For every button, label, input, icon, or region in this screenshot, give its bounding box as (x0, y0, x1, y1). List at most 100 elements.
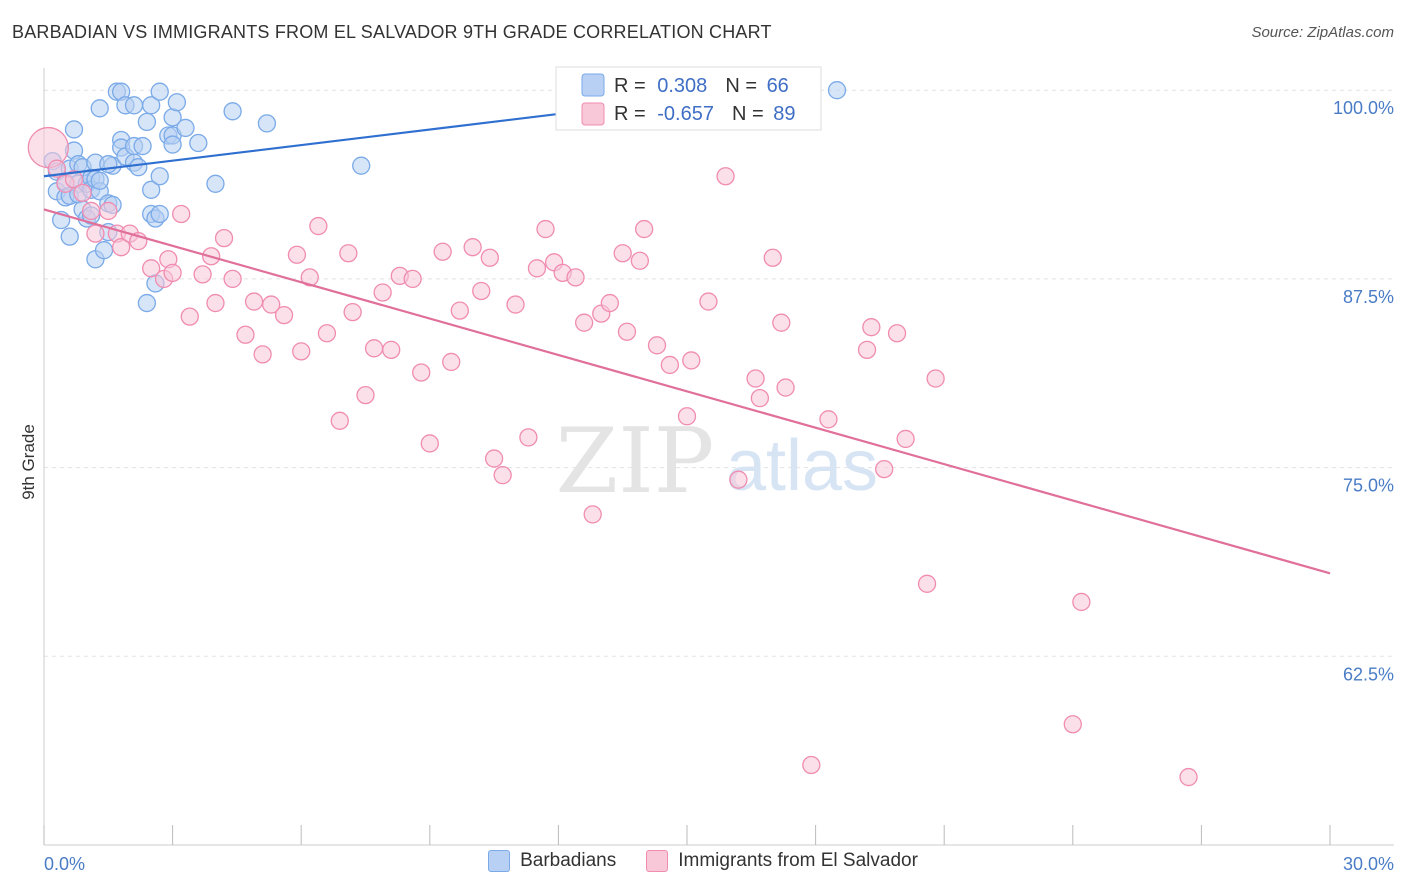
point-1-16 (172, 204, 191, 224)
correlation-legend: R = 0.308 N = 66 R = -0.657 N = 89 (555, 66, 822, 131)
point-1-80 (819, 410, 838, 429)
point-1-3 (64, 170, 84, 189)
point-1-7 (99, 201, 118, 221)
point-0-9 (64, 120, 84, 139)
legend-label-barbadians: Barbadians (520, 850, 617, 871)
point-1-78 (776, 378, 795, 397)
point-1-59 (574, 313, 594, 332)
point-1-12 (142, 259, 161, 278)
point-1-42 (412, 363, 431, 382)
point-1-48 (472, 281, 491, 301)
point-1-89 (1072, 592, 1091, 612)
point-1-65 (630, 251, 649, 270)
point-1-68 (660, 355, 680, 375)
point-1-31 (309, 216, 328, 236)
point-1-83 (875, 459, 894, 479)
legend-swatch-barbadians (581, 73, 605, 97)
point-1-28 (287, 245, 307, 264)
point-1-79 (802, 755, 821, 775)
point-1-58 (566, 268, 585, 287)
point-1-27 (274, 305, 294, 325)
legend-swatch-el-salvador (581, 102, 605, 126)
point-1-81 (857, 340, 877, 359)
point-1-87 (926, 369, 945, 388)
legend-row-1: R = 0.308 N = 66 (614, 75, 789, 97)
point-1-5 (82, 201, 101, 221)
x-tick-labels: 0.0% 30.0% (44, 854, 1394, 874)
point-1-44 (433, 242, 452, 261)
point-1-39 (382, 340, 401, 359)
point-1-22 (223, 269, 242, 289)
point-1-88 (1063, 715, 1082, 734)
point-1-70 (682, 351, 701, 370)
point-0-62 (257, 114, 277, 133)
point-1-1 (47, 159, 67, 178)
point-1-29 (292, 342, 311, 361)
y-tick-label-0: 100.0% (1333, 98, 1394, 118)
point-1-33 (330, 411, 349, 430)
point-1-45 (442, 352, 461, 372)
point-0-48 (137, 293, 157, 313)
legend-label-el-salvador: Immigrants from El Salvador (678, 850, 918, 871)
point-1-43 (420, 434, 439, 453)
legend-swatch-icon (646, 850, 669, 872)
point-1-37 (364, 339, 384, 358)
point-1-34 (339, 244, 358, 263)
point-1-75 (750, 389, 770, 408)
point-1-25 (253, 345, 272, 364)
point-0-65 (827, 81, 847, 100)
trend-line-1 (43, 208, 1331, 575)
point-0-27 (94, 241, 114, 260)
point-1-62 (600, 293, 619, 313)
point-0-59 (189, 133, 208, 153)
point-1-73 (729, 470, 748, 489)
point-1-60 (583, 505, 602, 524)
point-1-54 (527, 259, 547, 278)
point-0-42 (129, 158, 148, 177)
point-1-4 (73, 183, 92, 202)
point-1-82 (862, 318, 881, 337)
point-0-49 (150, 82, 169, 101)
point-1-66 (634, 219, 654, 239)
point-1-90 (1179, 767, 1198, 787)
axes (43, 68, 1394, 846)
point-1-17 (180, 307, 199, 326)
point-1-18 (193, 265, 212, 284)
point-0-64 (150, 204, 169, 224)
point-0-43 (133, 136, 152, 156)
legend-swatch-icon (488, 850, 511, 872)
point-1-86 (917, 574, 937, 593)
point-1-24 (244, 292, 264, 311)
y-tick-labels: 100.0% 87.5% 75.0% 62.5% (1333, 98, 1394, 684)
point-1-71 (699, 292, 718, 311)
chart-title: BARBADIAN VS IMMIGRANTS FROM EL SALVADOR… (12, 22, 772, 42)
point-1-64 (617, 322, 637, 341)
point-1-23 (236, 325, 255, 344)
point-1-55 (536, 219, 555, 239)
point-1-84 (887, 324, 907, 343)
point-1-72 (716, 167, 735, 186)
point-1-76 (763, 248, 782, 267)
x-tick-max: 30.0% (1343, 854, 1394, 874)
point-1-41 (403, 269, 422, 289)
point-1-32 (317, 324, 337, 343)
point-1-9 (112, 238, 131, 257)
point-1-77 (772, 313, 791, 332)
point-1-67 (647, 336, 667, 355)
legend-item-el-salvador: Immigrants from El Salvador (646, 850, 918, 872)
point-1-38 (373, 283, 392, 302)
point-1-52 (506, 295, 525, 314)
point-1-46 (450, 301, 469, 320)
legend-row-2: R = -0.657 N = 89 (614, 103, 795, 125)
point-1-20 (206, 293, 225, 313)
y-tick-label-2: 75.0% (1343, 476, 1394, 496)
point-0-61 (223, 102, 242, 121)
point-1-85 (896, 429, 915, 449)
point-1-15 (163, 263, 182, 283)
source-label: Source: ZipAtlas.com (1251, 24, 1394, 41)
point-1-35 (343, 302, 362, 322)
point-0-58 (176, 118, 195, 138)
point-1-50 (484, 449, 504, 468)
point-1-30 (300, 268, 319, 287)
point-0-57 (167, 93, 187, 112)
